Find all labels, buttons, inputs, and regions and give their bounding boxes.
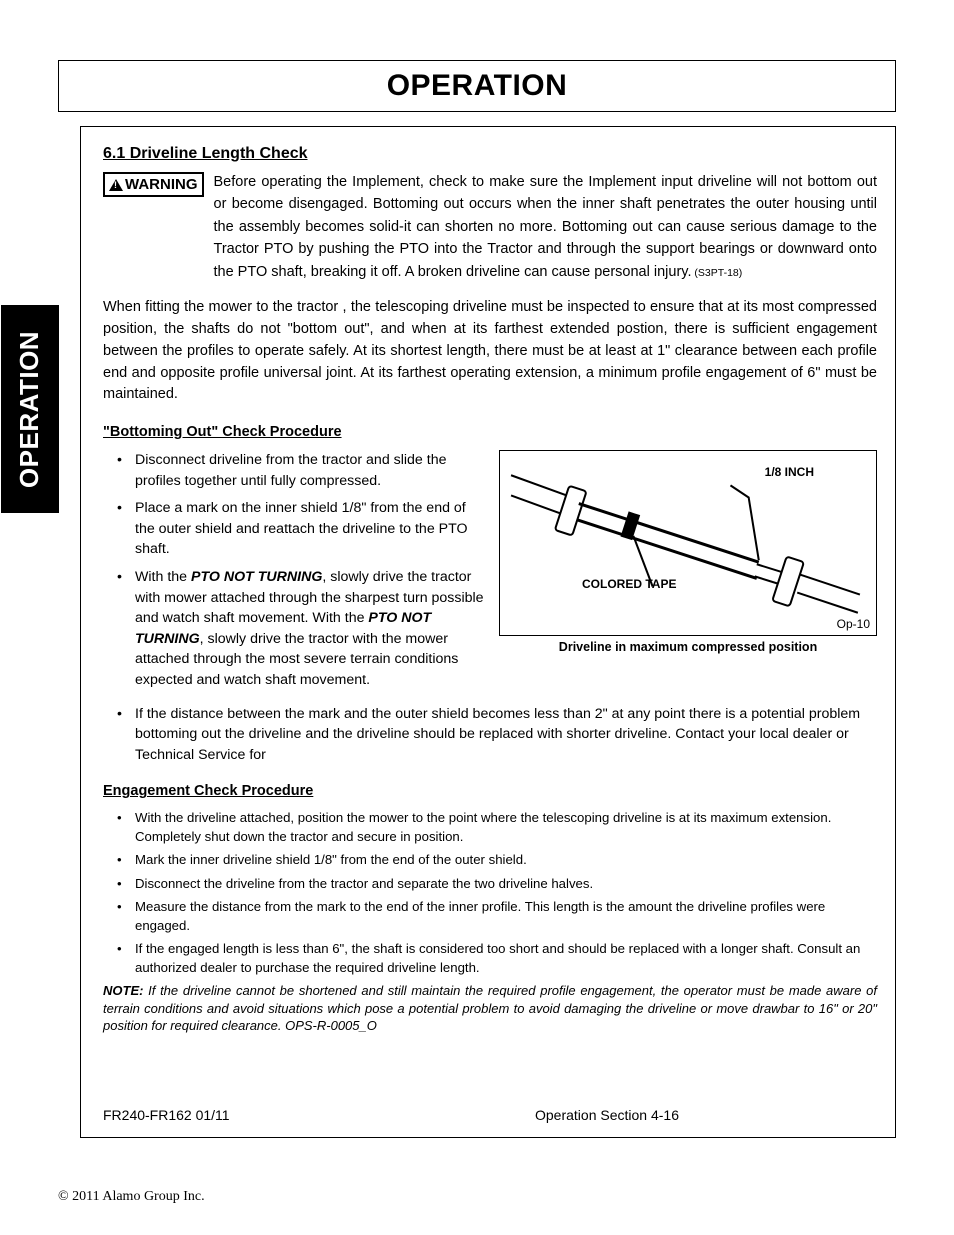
list-item: If the engaged length is less than 6", t… [117,940,877,977]
intro-paragraph: When fitting the mower to the tractor , … [103,297,877,406]
list-item: Mark the inner driveline shield 1/8" fro… [117,851,877,869]
warning-badge: WARNING [103,172,204,197]
figure-label-inch: 1/8 INCH [765,465,814,479]
page-title: OPERATION [59,69,895,103]
footer-row: FR240-FR162 01/11 Operation Section 4-16 [103,1107,877,1123]
proc1-list: Disconnect driveline from the tractor an… [103,450,485,691]
proc1-item4: If the distance between the mark and the… [103,704,877,766]
note-body: If the driveline cannot be shortened and… [103,983,877,1033]
side-tab: OPERATION [1,305,59,513]
footer-center: Operation Section 4-16 [445,1107,877,1123]
list-item: Measure the distance from the mark to th… [117,898,877,935]
driveline-diagram [506,457,870,629]
list-item: With the PTO NOT TURNING, slowly drive t… [117,567,485,691]
figure-ref: Op-10 [837,617,870,631]
proc2-list: With the driveline attached, position th… [103,809,877,977]
proc1-row: Disconnect driveline from the tractor an… [103,450,877,698]
note-text: NOTE: If the driveline cannot be shorten… [103,982,877,1035]
warning-triangle-icon [109,179,123,191]
copyright: © 2011 Alamo Group Inc. [58,1189,205,1205]
title-box: OPERATION [58,60,896,112]
content-box: OPERATION 6.1 Driveline Length Check WAR… [80,126,896,1138]
figure-label-tape: COLORED TAPE [582,577,676,591]
side-tab-label: OPERATION [15,330,46,487]
figure-box: 1/8 INCH COLORED TAPE Op-10 Driveline in… [499,450,877,698]
figure-caption: Driveline in maximum compressed position [499,640,877,654]
warning-ref: (S3PT-18) [691,267,742,279]
warning-label: WARNING [125,176,198,193]
list-item: Disconnect the driveline from the tracto… [117,875,877,893]
warning-text: Before operating the Implement, check to… [214,171,878,283]
warning-body: Before operating the Implement, check to… [214,174,878,280]
list-item: Place a mark on the inner shield 1/8" fr… [117,498,485,560]
proc1-text-col: Disconnect driveline from the tractor an… [103,450,485,698]
proc2-heading: Engagement Check Procedure [103,783,877,799]
section-heading: 6.1 Driveline Length Check [103,145,877,163]
list-item: With the driveline attached, position th… [117,809,877,846]
figure-frame: 1/8 INCH COLORED TAPE Op-10 [499,450,877,636]
proc1-heading: "Bottoming Out" Check Procedure [103,424,877,440]
warning-row: WARNING Before operating the Implement, … [103,171,877,283]
footer-left: FR240-FR162 01/11 [103,1107,445,1123]
note-lead: NOTE: [103,983,143,998]
list-item: Disconnect driveline from the tractor an… [117,450,485,491]
